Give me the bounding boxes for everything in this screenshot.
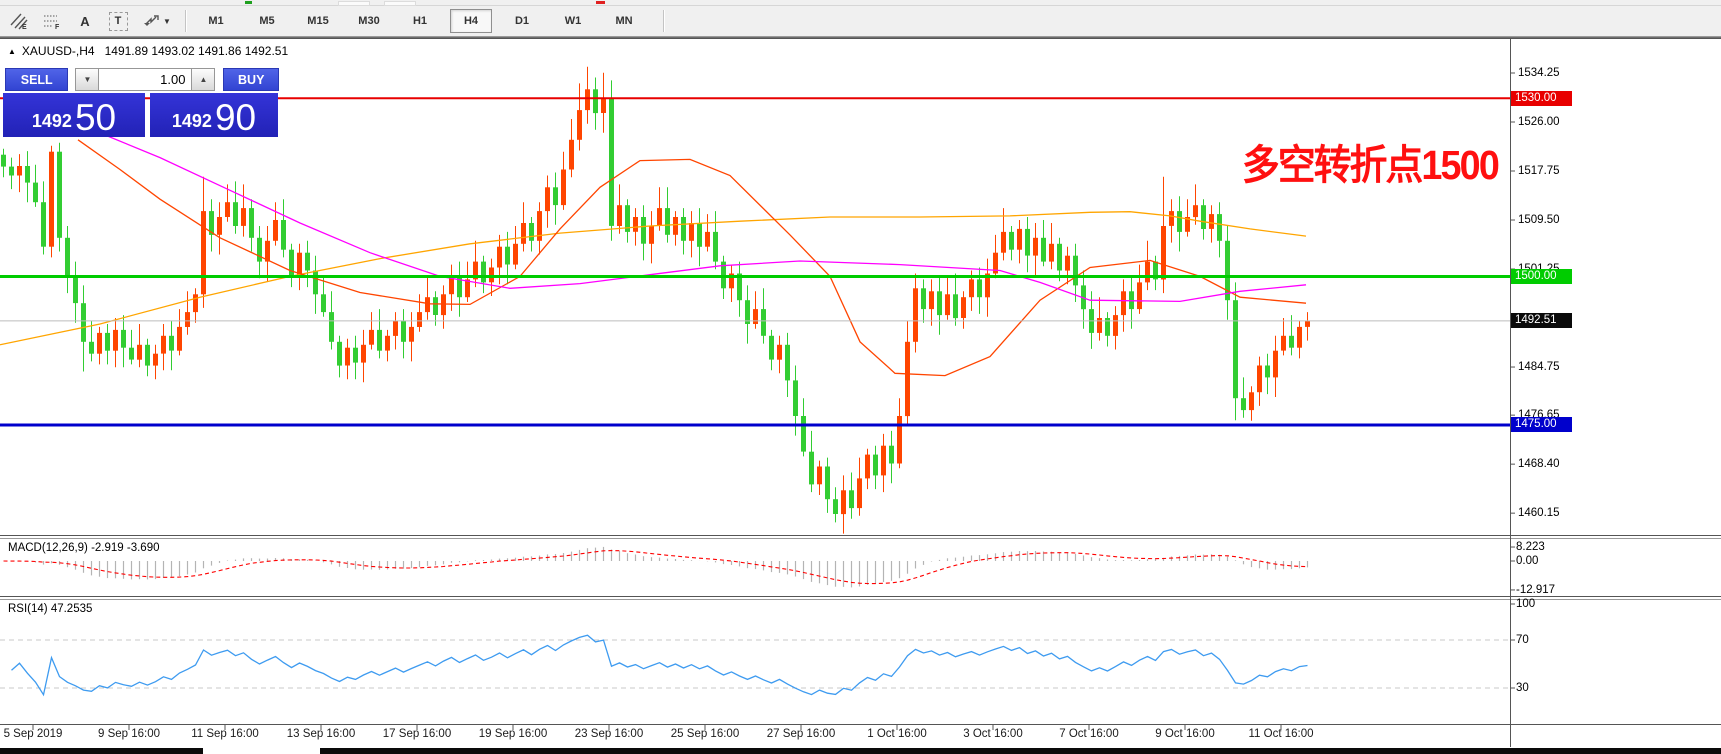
- time-axis-label[interactable]: 7 Oct 16:00: [1059, 728, 1119, 740]
- macd-scale--12.917: -12.917: [1516, 583, 1556, 596]
- rsi-scale-70: 70: [1516, 634, 1529, 646]
- toolbar-separator: [185, 10, 187, 32]
- decor-mark-btn1: [338, 1, 370, 6]
- ma-red-line: [77, 139, 1307, 377]
- level-price-badge-1475.00: 1475.00: [1511, 417, 1572, 433]
- price-chart-canvas[interactable]: [0, 38, 1721, 754]
- chart-window: ▲ XAUUSD-,H4 1491.89 1493.02 1491.86 1492.…: [0, 38, 1721, 754]
- sell-button[interactable]: SELL: [5, 68, 69, 91]
- price-axis-tick-1468.40: 1468.40: [1518, 458, 1560, 471]
- decor-mark-green: [245, 1, 252, 4]
- price-axis-tick-1484.75: 1484.75: [1518, 361, 1560, 374]
- ma-magenta-line: [94, 130, 1307, 303]
- timeframe-button-D1[interactable]: D1: [514, 15, 530, 27]
- price-axis-tick-1460.15: 1460.15: [1518, 507, 1560, 520]
- decor-mark-btn2: [384, 1, 416, 6]
- time-axis-label[interactable]: 11 Sep 16:00: [191, 728, 259, 740]
- rsi-indicator-label: RSI(14) 47.2535: [8, 603, 93, 615]
- buy-price-main: 1492: [171, 111, 212, 131]
- buy-button[interactable]: BUY: [223, 68, 279, 91]
- text-tool-icon[interactable]: T: [104, 8, 132, 34]
- timeframe-button-W1[interactable]: W1: [564, 15, 582, 27]
- level-price-badge-1500.00: 1500.00: [1511, 268, 1572, 284]
- time-axis-label[interactable]: 13 Sep 16:00: [286, 728, 356, 740]
- arrow-tools-tool-icon[interactable]: ▼: [137, 8, 177, 34]
- time-axis-label[interactable]: 19 Sep 16:00: [478, 728, 548, 740]
- rsi-scale-100: 100: [1516, 598, 1536, 610]
- macd-scale-0.00: 0.00: [1516, 555, 1539, 567]
- chart-title: ▲ XAUUSD-,H4 1491.89 1493.02 1491.86 1492.…: [8, 44, 288, 58]
- time-axis-label[interactable]: 9 Oct 16:00: [1155, 728, 1215, 740]
- volume-decrease-icon[interactable]: ▼: [75, 68, 100, 91]
- current-price-badge: 1492.51: [1511, 313, 1572, 329]
- level-price-badge-1530.00: 1530.00: [1511, 90, 1572, 106]
- macd-histogram: [10, 546, 1309, 588]
- time-axis-label[interactable]: 11 Oct 16:00: [1248, 728, 1314, 740]
- time-axis-label[interactable]: 25 Sep 16:00: [670, 728, 740, 740]
- background-window-edge-right: [320, 748, 1721, 754]
- price-axis-tick-1509.50: 1509.50: [1518, 214, 1560, 226]
- timeframe-button-M5[interactable]: M5: [259, 15, 275, 27]
- time-axis-label[interactable]: 3 Oct 16:00: [963, 728, 1023, 740]
- time-axis-label[interactable]: 9 Sep 16:00: [97, 728, 161, 740]
- timeframe-button-M30[interactable]: M30: [358, 15, 380, 27]
- volume-increase-icon[interactable]: ▲: [191, 68, 216, 91]
- sell-price-box[interactable]: 1492 50: [3, 93, 145, 137]
- candlesticks: [1, 66, 1310, 534]
- buy-price-box[interactable]: 1492 90: [150, 93, 278, 137]
- toolbar: E F A T ▼ M1 M5 M15 M30 H1 H4 D1 W1 MN: [0, 6, 1721, 38]
- timeframe-button-H4[interactable]: H4: [450, 9, 492, 33]
- time-axis-label[interactable]: 23 Sep 16:00: [574, 728, 644, 740]
- background-window-edge-left: [0, 748, 203, 754]
- volume-input[interactable]: [99, 68, 192, 91]
- equidistant-channel-tool-icon[interactable]: E: [5, 8, 33, 34]
- timeframe-button-MN[interactable]: MN: [615, 15, 633, 27]
- buy-price-pips: 90: [214, 97, 257, 138]
- one-click-trading-panel: SELL ▼ ▲ BUY 1492 50 1492 90: [3, 68, 279, 137]
- decor-mark-red: [596, 1, 605, 4]
- timeframe-button-H1[interactable]: H1: [412, 15, 428, 27]
- rsi-scale-30: 30: [1516, 682, 1529, 694]
- time-axis-label[interactable]: 17 Sep 16:00: [382, 728, 452, 740]
- dropdown-caret-icon: ▼: [163, 16, 171, 26]
- timeframe-button-M1[interactable]: M1: [208, 15, 224, 27]
- svg-text:E: E: [22, 24, 27, 30]
- rsi-line: [11, 634, 1308, 697]
- macd-scale-8.223: 8.223: [1516, 541, 1545, 554]
- collapse-triangle-icon[interactable]: ▲: [8, 47, 16, 56]
- text-label-tool-icon[interactable]: A: [80, 13, 90, 29]
- fibonacci-retracement-tool-icon[interactable]: F: [38, 8, 66, 34]
- sell-price-main: 1492: [31, 111, 72, 131]
- time-axis-label[interactable]: 27 Sep 16:00: [766, 728, 836, 740]
- window-top-strip: [0, 0, 1721, 6]
- sell-price-pips: 50: [74, 97, 117, 138]
- price-axis-tick-1517.75: 1517.75: [1518, 165, 1560, 177]
- price-axis-tick-1534.25: 1534.25: [1518, 67, 1560, 79]
- macd-indicator-label: MACD(12,26,9) -2.919 -3.690: [8, 542, 160, 554]
- price-axis-tick-1526.00: 1526.00: [1518, 116, 1560, 128]
- svg-text:F: F: [55, 24, 60, 30]
- symbol-period-label: XAUUSD-,H4: [21, 44, 95, 58]
- ohlc-values: 1491.89 1493.02 1491.86 1492.51: [104, 44, 289, 58]
- time-axis-label[interactable]: 1 Oct 16:00: [867, 728, 927, 740]
- ma-orange-line: [0, 211, 1307, 346]
- chart-annotation: 多空转折点1500: [1242, 142, 1500, 188]
- time-axis-label[interactable]: 5 Sep 2019: [3, 728, 63, 740]
- timeframe-button-M15[interactable]: M15: [307, 15, 329, 27]
- toolbar-separator-right: [663, 10, 665, 32]
- macd-signal-line: [3, 550, 1308, 585]
